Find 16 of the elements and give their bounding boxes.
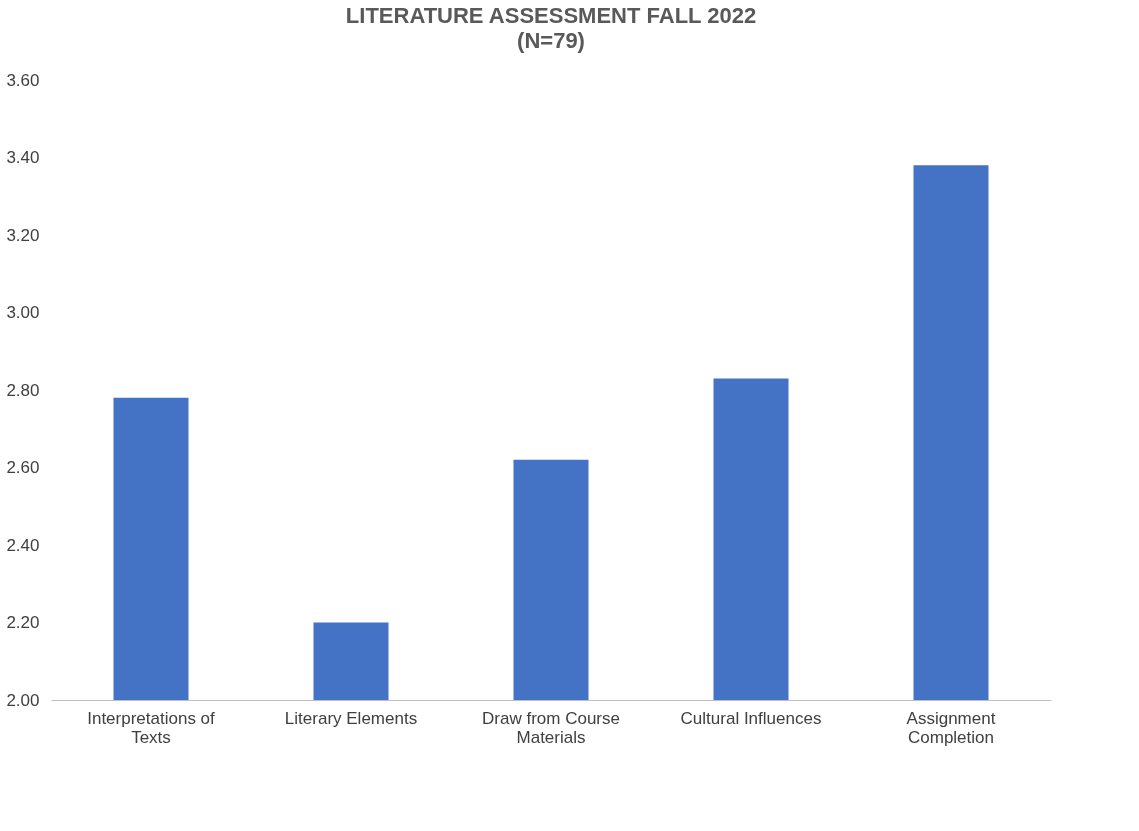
x-tick-label: Cultural Influences [680,708,822,728]
y-tick-label: 3.00 [6,303,40,322]
y-tick-label: 2.40 [6,535,40,555]
chart-subtitle: (N=79) [517,28,585,53]
y-tick-label: 2.20 [6,613,40,632]
x-tick-label: Literary Elements [284,708,418,728]
y-tick-label: 2.00 [6,690,40,710]
chart-title: LITERATURE ASSESSMENT FALL 2022 [345,3,757,28]
x-tick-label: Draw from Course Materials [482,708,620,747]
y-tick-label: 2.80 [6,380,40,400]
y-tick-label: 2.60 [6,458,40,477]
x-tick-label: Assignment Completion [906,708,996,747]
x-tick-label: Interpretations of Texts [87,708,216,747]
y-tick-label: 3.60 [6,70,40,90]
y-tick-label: 3.40 [6,148,40,167]
y-tick-label: 3.20 [6,225,40,245]
